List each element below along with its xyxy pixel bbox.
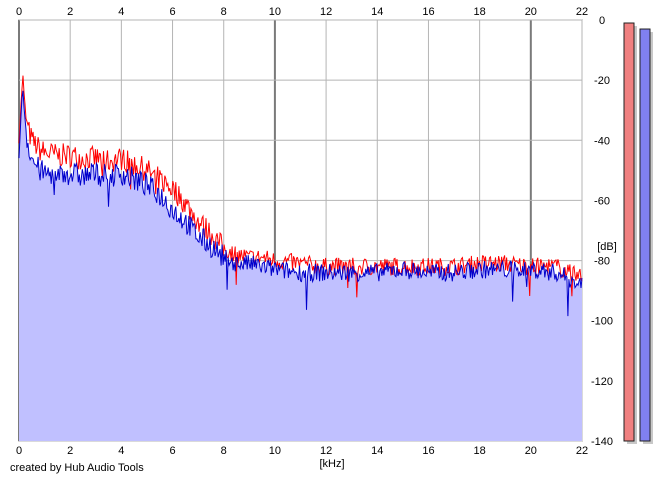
spectrum-lines (18, 75, 583, 317)
x-tick-label-bottom: 4 (118, 445, 124, 457)
x-tick-label-bottom: 2 (67, 445, 73, 457)
level-meter-bar (623, 22, 635, 442)
x-tick-label-bottom: 18 (474, 445, 486, 457)
x-tick-label-top: 18 (474, 6, 486, 18)
x-tick-label-top: 0 (16, 6, 22, 18)
x-axis-label: [kHz] (319, 458, 344, 470)
credit-text: created by Hub Audio Tools (10, 462, 144, 474)
x-tick-label-bottom: 6 (169, 445, 175, 457)
x-tick-label-bottom: 8 (221, 445, 227, 457)
x-tick-label-top: 10 (269, 6, 281, 18)
x-tick-label-top: 16 (422, 6, 434, 18)
x-tick-label-top: 6 (169, 6, 175, 18)
y-tick-label: 0 (599, 15, 605, 27)
x-tick-label-top: 4 (118, 6, 124, 18)
x-tick-label-bottom: 20 (525, 445, 537, 457)
x-tick-label-bottom: 10 (269, 445, 281, 457)
x-tick-label-bottom: 12 (320, 445, 332, 457)
x-tick-label-bottom: 14 (371, 445, 383, 457)
level-meter-bar (639, 28, 651, 442)
y-tick-label: -140 (591, 436, 613, 448)
x-tick-label-top: 22 (576, 6, 588, 18)
x-tick-label-bottom: 0 (16, 445, 22, 457)
x-tick-label-top: 14 (371, 6, 383, 18)
spectrum-line-0 (18, 75, 583, 298)
spectrum-area (19, 90, 582, 442)
x-tick-label-bottom: 16 (422, 445, 434, 457)
y-tick-label: -40 (594, 135, 610, 147)
y-axis-ticks: 0 -20 -40 -60 -80 -100 -120 -140 (591, 15, 613, 448)
y-tick-label: -100 (591, 316, 613, 328)
y-tick-label: -80 (594, 256, 610, 268)
x-tick-label-top: 20 (525, 6, 537, 18)
spectrum-line-1 (18, 90, 583, 317)
y-tick-label: -120 (591, 376, 613, 388)
x-tick-label-top: 2 (67, 6, 73, 18)
x-tick-label-top: 12 (320, 6, 332, 18)
y-axis-label: [dB] (597, 241, 617, 253)
spectrum-fill (19, 90, 582, 442)
x-tick-label-bottom: 22 (576, 445, 588, 457)
level-meters (623, 22, 653, 445)
x-tick-label-top: 8 (221, 6, 227, 18)
y-tick-label: -20 (594, 75, 610, 87)
y-tick-label: -60 (594, 195, 610, 207)
